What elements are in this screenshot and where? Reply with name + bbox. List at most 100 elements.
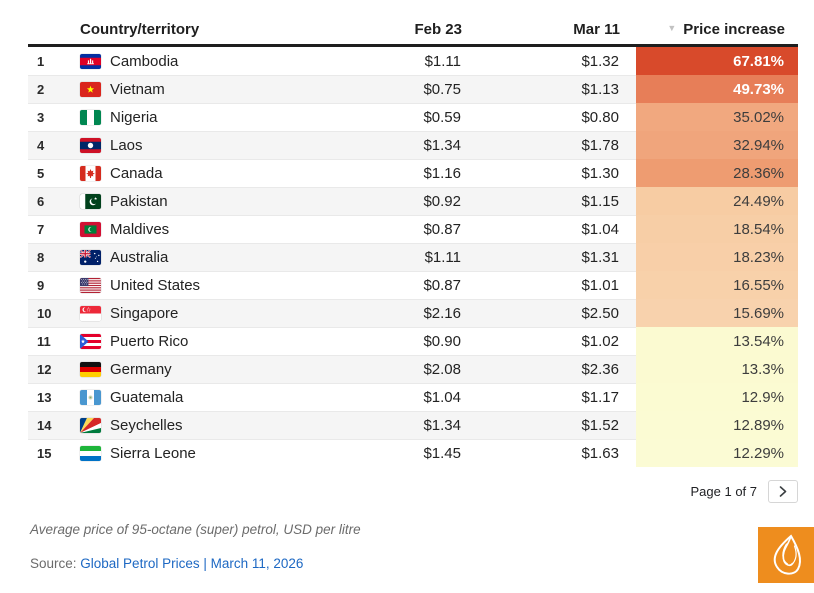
price-increase-cell: 28.36% xyxy=(636,159,798,187)
rank-cell: 15 xyxy=(28,439,80,467)
column-gap xyxy=(620,47,636,75)
next-page-button[interactable] xyxy=(768,480,798,503)
source-link[interactable]: Global Petrol Prices | March 11, 2026 xyxy=(80,556,304,571)
page-indicator: Page 1 of 7 xyxy=(690,484,758,499)
table-row: 3 Nigeria $0.59 $0.80 35.02% xyxy=(28,103,798,131)
country-cell: Sierra Leone xyxy=(80,439,336,467)
table-row: 4 Laos $1.34 $1.78 32.94% xyxy=(28,131,798,159)
column-gap xyxy=(620,411,636,439)
price-increase-cell: 12.9% xyxy=(636,383,798,411)
country-cell: Laos xyxy=(80,131,336,159)
country-cell: Nigeria xyxy=(80,103,336,131)
aljazeera-flame-icon xyxy=(758,527,814,583)
flag-icon xyxy=(80,362,101,377)
column-gap xyxy=(620,215,636,243)
price-increase-cell: 24.49% xyxy=(636,187,798,215)
mar11-cell: $1.04 xyxy=(462,215,620,243)
country-cell: Seychelles xyxy=(80,411,336,439)
country-cell: Maldives xyxy=(80,215,336,243)
country-cell: Puerto Rico xyxy=(80,327,336,355)
table-row: 12 Germany $2.08 $2.36 13.3% xyxy=(28,355,798,383)
country-name: Canada xyxy=(110,165,163,182)
country-name: Vietnam xyxy=(110,81,165,98)
flag-icon xyxy=(80,418,101,433)
column-gap xyxy=(620,243,636,271)
column-gap xyxy=(620,159,636,187)
table-row: 15 Sierra Leone $1.45 $1.63 12.29% xyxy=(28,439,798,467)
table-row: 8 Australia $1.11 $1.31 18.23% xyxy=(28,243,798,271)
rank-cell: 3 xyxy=(28,103,80,131)
column-gap xyxy=(620,131,636,159)
aljazeera-logo xyxy=(758,527,814,583)
rank-cell: 12 xyxy=(28,355,80,383)
source-line: Source: Global Petrol Prices | March 11,… xyxy=(30,556,303,571)
country-name: Seychelles xyxy=(110,417,183,434)
country-name: Germany xyxy=(110,361,172,378)
price-increase-header-label: Price increase xyxy=(683,20,785,38)
column-gap xyxy=(620,75,636,103)
price-increase-cell: 13.3% xyxy=(636,355,798,383)
flag-icon xyxy=(80,194,101,209)
rank-cell: 7 xyxy=(28,215,80,243)
rank-cell: 13 xyxy=(28,383,80,411)
country-name: Australia xyxy=(110,249,169,266)
rank-cell: 8 xyxy=(28,243,80,271)
price-increase-header[interactable]: ▼ Price increase xyxy=(620,14,798,44)
table-body: 1 Cambodia $1.11 $1.32 67.81% 2 Vietnam $0.75 $1… xyxy=(28,47,798,467)
feb23-cell: $0.92 xyxy=(336,187,462,215)
feb23-cell: $1.34 xyxy=(336,131,462,159)
column-gap xyxy=(620,187,636,215)
price-increase-cell: 67.81% xyxy=(636,47,798,75)
table-row: 13 Guatemala $1.04 $1.17 12.9% xyxy=(28,383,798,411)
price-increase-cell: 49.73% xyxy=(636,75,798,103)
country-cell: United States xyxy=(80,271,336,299)
mar11-cell: $0.80 xyxy=(462,103,620,131)
column-gap xyxy=(620,327,636,355)
table-row: 7 Maldives $0.87 $1.04 18.54% xyxy=(28,215,798,243)
rank-cell: 4 xyxy=(28,131,80,159)
price-increase-cell: 18.23% xyxy=(636,243,798,271)
feb23-cell: $1.11 xyxy=(336,243,462,271)
flag-icon xyxy=(80,250,101,265)
price-increase-cell: 15.69% xyxy=(636,299,798,327)
table-row: 6 Pakistan $0.92 $1.15 24.49% xyxy=(28,187,798,215)
chevron-right-icon xyxy=(779,486,787,497)
table-row: 9 United States $0.87 $1.01 16.55% xyxy=(28,271,798,299)
column-gap xyxy=(620,383,636,411)
country-name: Nigeria xyxy=(110,109,158,126)
footnote: Average price of 95-octane (super) petro… xyxy=(30,522,361,537)
column-gap xyxy=(620,103,636,131)
country-cell: Cambodia xyxy=(80,47,336,75)
country-name: United States xyxy=(110,277,201,294)
rank-cell: 14 xyxy=(28,411,80,439)
flag-icon xyxy=(80,390,101,405)
column-gap xyxy=(620,355,636,383)
mar11-cell: $1.52 xyxy=(462,411,620,439)
table-row: 11 Puerto Rico $0.90 $1.02 13.54% xyxy=(28,327,798,355)
mar11-cell: $1.63 xyxy=(462,439,620,467)
mar11-cell: $1.02 xyxy=(462,327,620,355)
table-row: 2 Vietnam $0.75 $1.13 49.73% xyxy=(28,75,798,103)
feb23-cell: $0.90 xyxy=(336,327,462,355)
mar11-header: Mar 11 xyxy=(573,20,620,38)
country-cell: Germany xyxy=(80,355,336,383)
feb23-cell: $1.34 xyxy=(336,411,462,439)
country-cell: Australia xyxy=(80,243,336,271)
flag-icon xyxy=(80,82,101,97)
price-increase-cell: 18.54% xyxy=(636,215,798,243)
price-table: Country/territory Feb 23 Mar 11 ▼ Price … xyxy=(28,14,798,503)
mar11-cell: $1.78 xyxy=(462,131,620,159)
country-name: Puerto Rico xyxy=(110,333,189,350)
table-row: 10 Singapore $2.16 $2.50 15.69% xyxy=(28,299,798,327)
price-increase-cell: 12.29% xyxy=(636,439,798,467)
price-increase-cell: 35.02% xyxy=(636,103,798,131)
feb23-cell: $1.45 xyxy=(336,439,462,467)
country-name: Guatemala xyxy=(110,389,184,406)
feb23-header: Feb 23 xyxy=(414,20,462,38)
flag-icon xyxy=(80,222,101,237)
flag-icon xyxy=(80,110,101,125)
country-name: Laos xyxy=(110,137,143,154)
flag-icon xyxy=(80,278,101,293)
feb23-cell: $0.87 xyxy=(336,215,462,243)
